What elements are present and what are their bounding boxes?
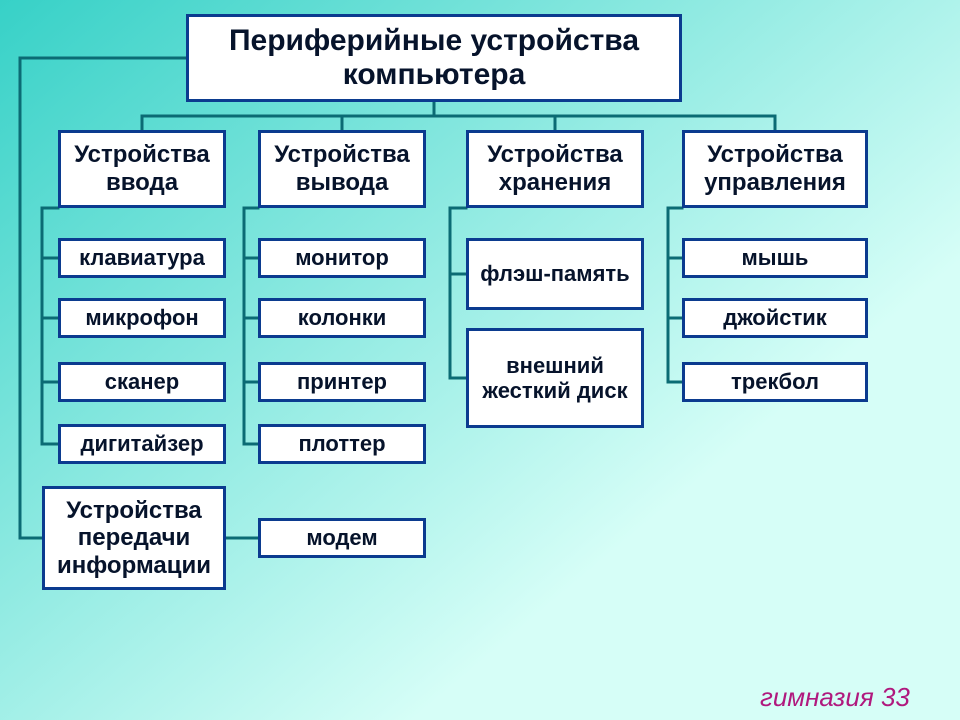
item-output-1: колонки	[258, 298, 426, 338]
root-title: Периферийные устройства компьютера	[186, 14, 682, 102]
item-input-1: микрофон	[58, 298, 226, 338]
item-control-2: трекбол	[682, 362, 868, 402]
item-storage-0: флэш-память	[466, 238, 644, 310]
item-input-0: клавиатура	[58, 238, 226, 278]
item-input-2: сканер	[58, 362, 226, 402]
item-input-3: дигитайзер	[58, 424, 226, 464]
item-control-1: джойстик	[682, 298, 868, 338]
item-output-0: монитор	[258, 238, 426, 278]
category-control: Устройства управления	[682, 130, 868, 208]
item-storage-1: внешний жесткий диск	[466, 328, 644, 428]
item-transfer-0: модем	[258, 518, 426, 558]
category-storage: Устройства хранения	[466, 130, 644, 208]
footer-credit: гимназия 33	[760, 682, 910, 713]
item-control-0: мышь	[682, 238, 868, 278]
category-input: Устройства ввода	[58, 130, 226, 208]
item-output-2: принтер	[258, 362, 426, 402]
category-output: Устройства вывода	[258, 130, 426, 208]
item-output-3: плоттер	[258, 424, 426, 464]
category-transfer: Устройства передачи информации	[42, 486, 226, 590]
